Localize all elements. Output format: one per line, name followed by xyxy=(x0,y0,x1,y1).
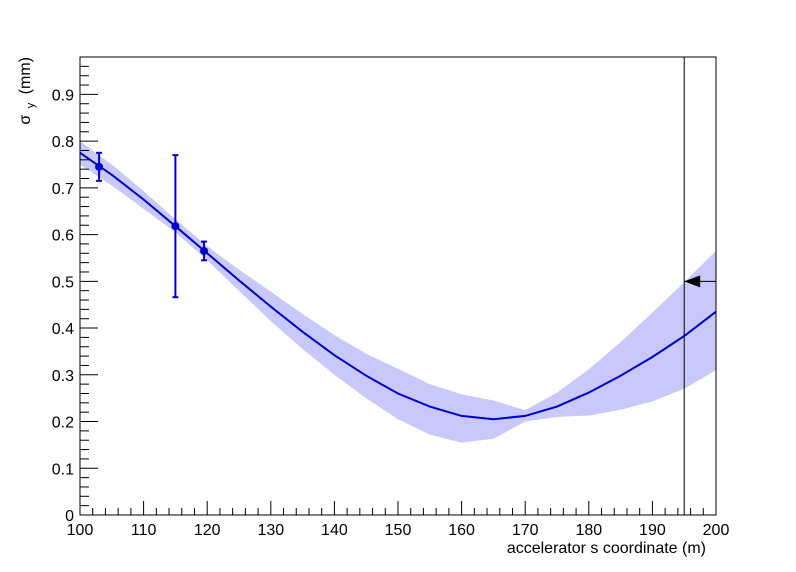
data-points xyxy=(95,151,209,299)
reference-marker xyxy=(683,57,716,515)
y-axis: 0 0.1 0.2 0.3 0.4 0.5 0.6 0.7 0.8 0.9 xyxy=(52,56,98,525)
fit-curve xyxy=(79,151,717,421)
y-tick-label: 0.2 xyxy=(52,415,74,432)
x-tick-label: 140 xyxy=(321,522,348,539)
point-marker xyxy=(171,222,180,231)
x-axis-title: accelerator s coordinate (m) xyxy=(507,540,706,557)
x-tick-label: 170 xyxy=(512,522,539,539)
y-tick-label: 0 xyxy=(65,508,74,525)
x-tick-label: 190 xyxy=(639,522,666,539)
y-tick-label: 0.8 xyxy=(52,134,74,151)
y-tick-label: 0.4 xyxy=(52,321,74,338)
y-axis-title: σ y (mm) xyxy=(17,57,38,125)
y-tick-label: 0.7 xyxy=(52,181,74,198)
data-point xyxy=(95,151,104,182)
y-tick-label: 0.6 xyxy=(52,228,74,245)
x-tick-label: 130 xyxy=(257,522,284,539)
plot-area: 100 110 120 130 140 150 160 170 180 190 200 0 0.1 0.… xyxy=(52,56,730,539)
point-marker xyxy=(200,246,209,255)
x-tick-label: 150 xyxy=(385,522,412,539)
x-tick-label: 180 xyxy=(575,522,602,539)
x-tick-label: 160 xyxy=(448,522,475,539)
data-point xyxy=(200,240,209,262)
x-tick-label: 200 xyxy=(703,522,730,539)
y-tick-label: 0.1 xyxy=(52,461,74,478)
x-axis: 100 110 120 130 140 150 160 170 180 190 200 xyxy=(67,501,730,539)
y-axis-title-unit: (mm) xyxy=(17,57,34,94)
y-axis-title-symbol: σ xyxy=(17,115,34,125)
point-marker xyxy=(95,162,104,171)
y-tick-label: 0.9 xyxy=(52,87,74,104)
data-point xyxy=(171,154,180,299)
error-band xyxy=(80,141,716,443)
x-tick-label: 100 xyxy=(67,522,94,539)
reference-arrow-head xyxy=(684,275,701,288)
x-tick-label: 120 xyxy=(194,522,221,539)
y-axis-title-subscript: y xyxy=(25,102,37,108)
y-tick-label: 0.3 xyxy=(52,368,74,385)
y-tick-label: 0.5 xyxy=(52,274,74,291)
x-tick-label: 110 xyxy=(131,522,157,539)
